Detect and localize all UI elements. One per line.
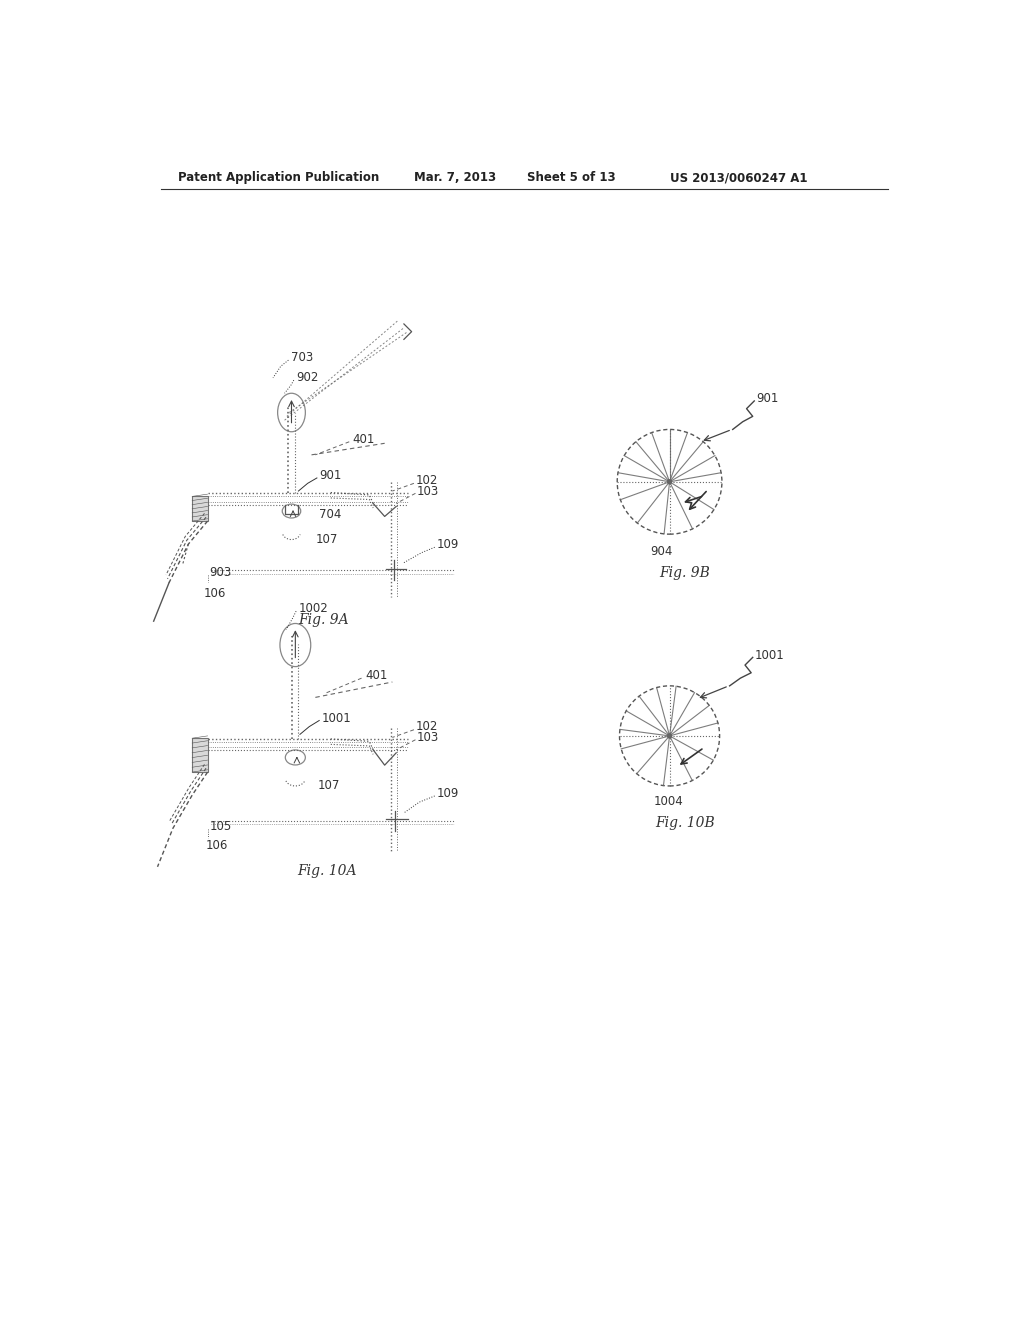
Text: Fig. 10B: Fig. 10B bbox=[655, 816, 715, 830]
Text: 107: 107 bbox=[315, 533, 338, 546]
Text: 103: 103 bbox=[417, 484, 439, 498]
Text: 901: 901 bbox=[319, 469, 342, 482]
Text: 401: 401 bbox=[366, 669, 388, 682]
Text: 703: 703 bbox=[291, 351, 313, 363]
Text: 106: 106 bbox=[204, 587, 226, 601]
Text: 1001: 1001 bbox=[322, 711, 351, 725]
Text: 103: 103 bbox=[417, 731, 439, 744]
Text: Sheet 5 of 13: Sheet 5 of 13 bbox=[527, 172, 615, 185]
Bar bbox=[193, 496, 208, 521]
Text: 903: 903 bbox=[209, 566, 231, 579]
Text: 109: 109 bbox=[437, 539, 460, 552]
Circle shape bbox=[668, 734, 672, 738]
Bar bbox=[193, 738, 208, 772]
Text: 704: 704 bbox=[319, 508, 342, 520]
Text: 904: 904 bbox=[650, 545, 673, 557]
Text: 102: 102 bbox=[416, 721, 438, 733]
Text: Fig. 9B: Fig. 9B bbox=[659, 566, 711, 579]
Text: US 2013/0060247 A1: US 2013/0060247 A1 bbox=[670, 172, 807, 185]
Text: 901: 901 bbox=[756, 392, 778, 405]
Text: 1002: 1002 bbox=[298, 602, 328, 615]
Text: 102: 102 bbox=[416, 474, 438, 487]
Text: Patent Application Publication: Patent Application Publication bbox=[178, 172, 380, 185]
Text: Fig. 10A: Fig. 10A bbox=[297, 863, 356, 878]
Text: 107: 107 bbox=[317, 779, 340, 792]
Text: 1001: 1001 bbox=[755, 648, 784, 661]
Text: 401: 401 bbox=[352, 433, 375, 446]
Text: 106: 106 bbox=[205, 838, 227, 851]
Text: 105: 105 bbox=[210, 820, 232, 833]
Text: 109: 109 bbox=[437, 787, 460, 800]
Text: 902: 902 bbox=[296, 371, 318, 384]
Circle shape bbox=[668, 479, 672, 484]
Text: Mar. 7, 2013: Mar. 7, 2013 bbox=[414, 172, 496, 185]
Text: 1004: 1004 bbox=[654, 795, 684, 808]
Text: Fig. 9A: Fig. 9A bbox=[298, 614, 348, 627]
